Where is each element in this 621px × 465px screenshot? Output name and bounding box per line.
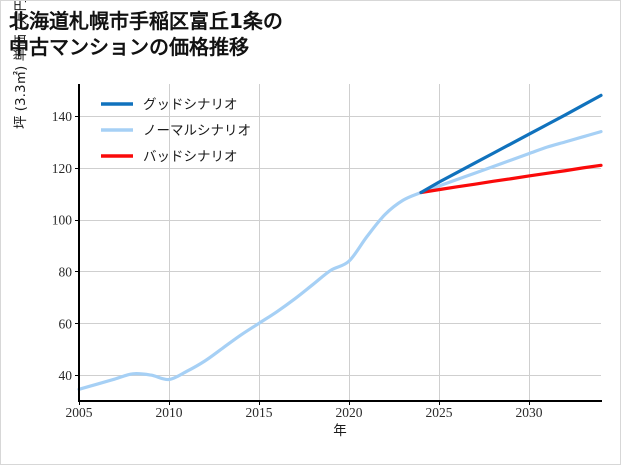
- x-tick-label: 2015: [246, 405, 273, 420]
- series-line-バッドシナリオ: [419, 163, 603, 195]
- legend-label-0: グッドシナリオ: [143, 97, 238, 113]
- series-line-ノーマルシナリオ: [77, 130, 603, 391]
- series-line-グッドシナリオ: [419, 93, 603, 195]
- x-tick-label: 2030: [516, 405, 543, 420]
- y-tick-labels: 40 60 80 100 120 140: [52, 109, 73, 383]
- x-tick-label: 2005: [66, 405, 93, 420]
- x-axis-title: 年: [333, 423, 347, 439]
- tick-marks: [75, 115, 531, 405]
- x-tick-labels: 2005 2010 2015 2020 2025 2030: [66, 405, 543, 420]
- y-tick-label: 140: [52, 109, 73, 124]
- axis-spines: [78, 84, 602, 402]
- y-tick-label: 40: [59, 368, 73, 383]
- page-title: 北海道札幌市手稲区富丘1条の 中古マンションの価格推移: [9, 9, 283, 60]
- legend-label-2: バッドシナリオ: [143, 149, 238, 165]
- y-tick-label: 120: [52, 161, 73, 176]
- x-tick-label: 2020: [336, 405, 363, 420]
- y-tick-label: 60: [59, 316, 73, 331]
- x-tick-label: 2010: [156, 405, 183, 420]
- y-tick-label: 80: [59, 264, 73, 279]
- gridlines-group: [79, 116, 601, 376]
- legend-label-1: ノーマルシナリオ: [143, 123, 251, 139]
- y-tick-label: 100: [52, 213, 73, 228]
- x-tick-label: 2025: [426, 405, 453, 420]
- series-group: [77, 93, 603, 391]
- y-axis-title: 坪 (3.3㎡) 単価 (万円): [13, 1, 29, 129]
